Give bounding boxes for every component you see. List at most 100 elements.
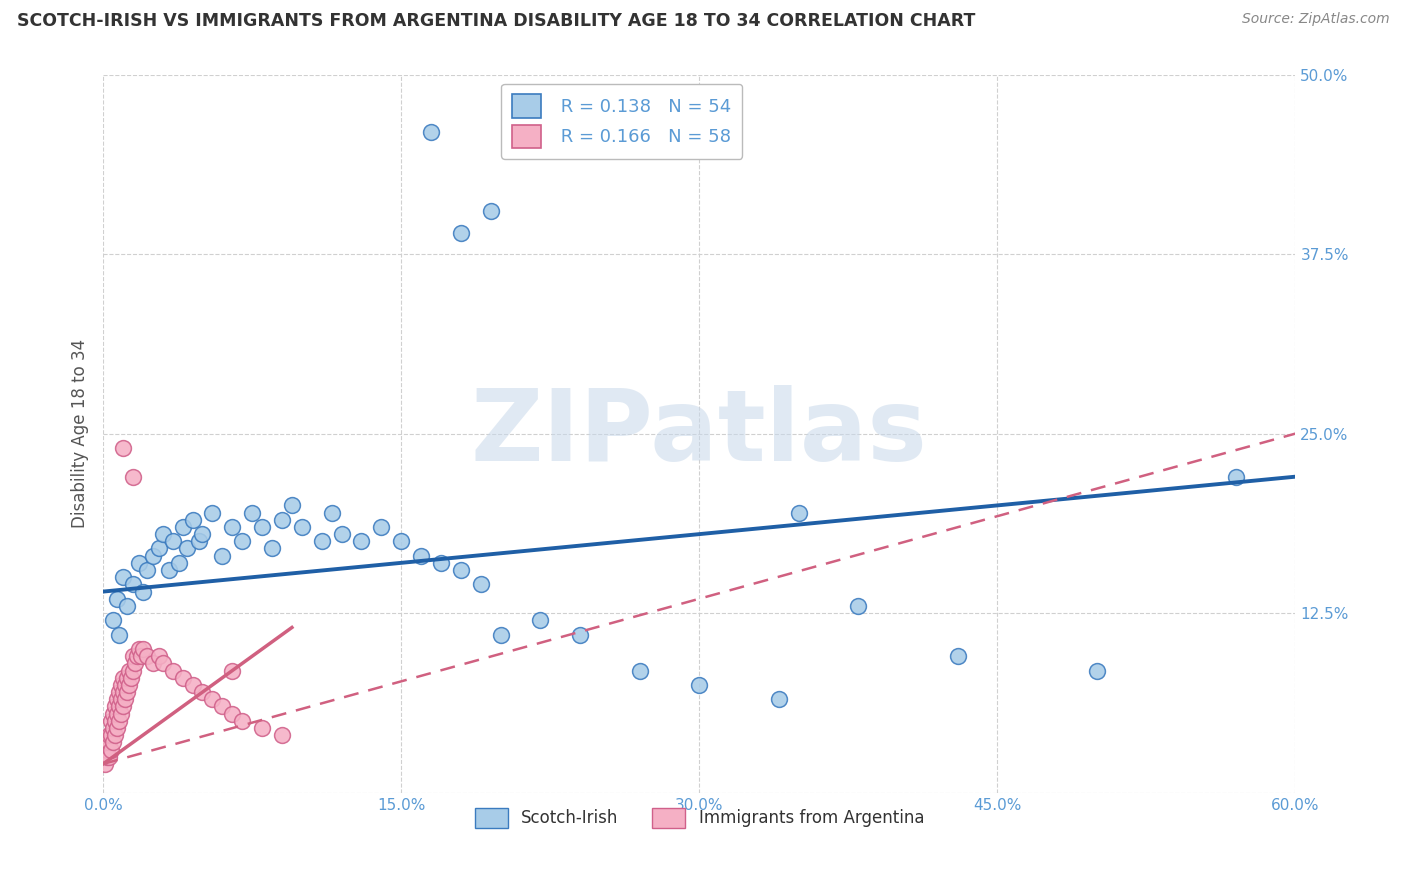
Point xyxy=(122,664,145,678)
Point xyxy=(201,506,224,520)
Point xyxy=(110,678,132,692)
Point xyxy=(181,678,204,692)
Point xyxy=(98,749,121,764)
Point xyxy=(122,649,145,664)
Point xyxy=(191,685,214,699)
Point xyxy=(250,721,273,735)
Point xyxy=(101,721,124,735)
Point xyxy=(479,204,502,219)
Point xyxy=(132,642,155,657)
Point xyxy=(181,513,204,527)
Point xyxy=(125,649,148,664)
Point xyxy=(176,541,198,556)
Point xyxy=(114,692,136,706)
Point xyxy=(142,657,165,671)
Point xyxy=(128,556,150,570)
Point xyxy=(470,577,492,591)
Text: ZIPatlas: ZIPatlas xyxy=(471,385,928,482)
Point xyxy=(120,671,142,685)
Point xyxy=(260,541,283,556)
Point xyxy=(271,513,294,527)
Point xyxy=(148,649,170,664)
Point xyxy=(101,613,124,627)
Point xyxy=(291,520,314,534)
Point xyxy=(105,692,128,706)
Point xyxy=(128,642,150,657)
Point xyxy=(768,692,790,706)
Point xyxy=(110,692,132,706)
Point xyxy=(370,520,392,534)
Point xyxy=(108,685,131,699)
Point xyxy=(132,584,155,599)
Point xyxy=(152,527,174,541)
Point xyxy=(628,664,651,678)
Point xyxy=(122,469,145,483)
Point xyxy=(152,657,174,671)
Point xyxy=(389,534,412,549)
Point xyxy=(142,549,165,563)
Text: SCOTCH-IRISH VS IMMIGRANTS FROM ARGENTINA DISABILITY AGE 18 TO 34 CORRELATION CH: SCOTCH-IRISH VS IMMIGRANTS FROM ARGENTIN… xyxy=(17,12,976,29)
Point xyxy=(110,706,132,721)
Point xyxy=(104,728,127,742)
Point xyxy=(101,735,124,749)
Point xyxy=(94,756,117,771)
Point xyxy=(162,664,184,678)
Point xyxy=(330,527,353,541)
Point xyxy=(105,706,128,721)
Point xyxy=(569,628,592,642)
Point xyxy=(271,728,294,742)
Y-axis label: Disability Age 18 to 34: Disability Age 18 to 34 xyxy=(72,339,89,528)
Point xyxy=(129,649,152,664)
Point xyxy=(231,534,253,549)
Point xyxy=(240,506,263,520)
Point xyxy=(111,570,134,584)
Point xyxy=(450,226,472,240)
Point xyxy=(96,749,118,764)
Point xyxy=(105,721,128,735)
Point xyxy=(201,692,224,706)
Point xyxy=(111,671,134,685)
Point xyxy=(100,714,122,728)
Point xyxy=(172,520,194,534)
Point xyxy=(221,520,243,534)
Point xyxy=(114,678,136,692)
Point xyxy=(281,499,304,513)
Point xyxy=(946,649,969,664)
Point xyxy=(111,441,134,455)
Point xyxy=(96,742,118,756)
Point xyxy=(162,534,184,549)
Point xyxy=(787,506,810,520)
Point xyxy=(420,125,443,139)
Point xyxy=(846,599,869,613)
Point xyxy=(321,506,343,520)
Point xyxy=(221,664,243,678)
Point xyxy=(104,699,127,714)
Point xyxy=(250,520,273,534)
Point xyxy=(211,699,233,714)
Point xyxy=(1085,664,1108,678)
Point xyxy=(111,685,134,699)
Point xyxy=(450,563,472,577)
Point xyxy=(231,714,253,728)
Point xyxy=(167,556,190,570)
Point xyxy=(98,728,121,742)
Point xyxy=(115,599,138,613)
Point xyxy=(688,678,710,692)
Point xyxy=(115,685,138,699)
Point xyxy=(191,527,214,541)
Point xyxy=(100,728,122,742)
Point xyxy=(100,742,122,756)
Point xyxy=(98,735,121,749)
Point xyxy=(118,664,141,678)
Point xyxy=(115,671,138,685)
Point xyxy=(311,534,333,549)
Point xyxy=(105,591,128,606)
Point xyxy=(124,657,146,671)
Point xyxy=(148,541,170,556)
Point xyxy=(430,556,453,570)
Point xyxy=(172,671,194,685)
Point xyxy=(135,649,157,664)
Point xyxy=(211,549,233,563)
Point xyxy=(409,549,432,563)
Point xyxy=(111,699,134,714)
